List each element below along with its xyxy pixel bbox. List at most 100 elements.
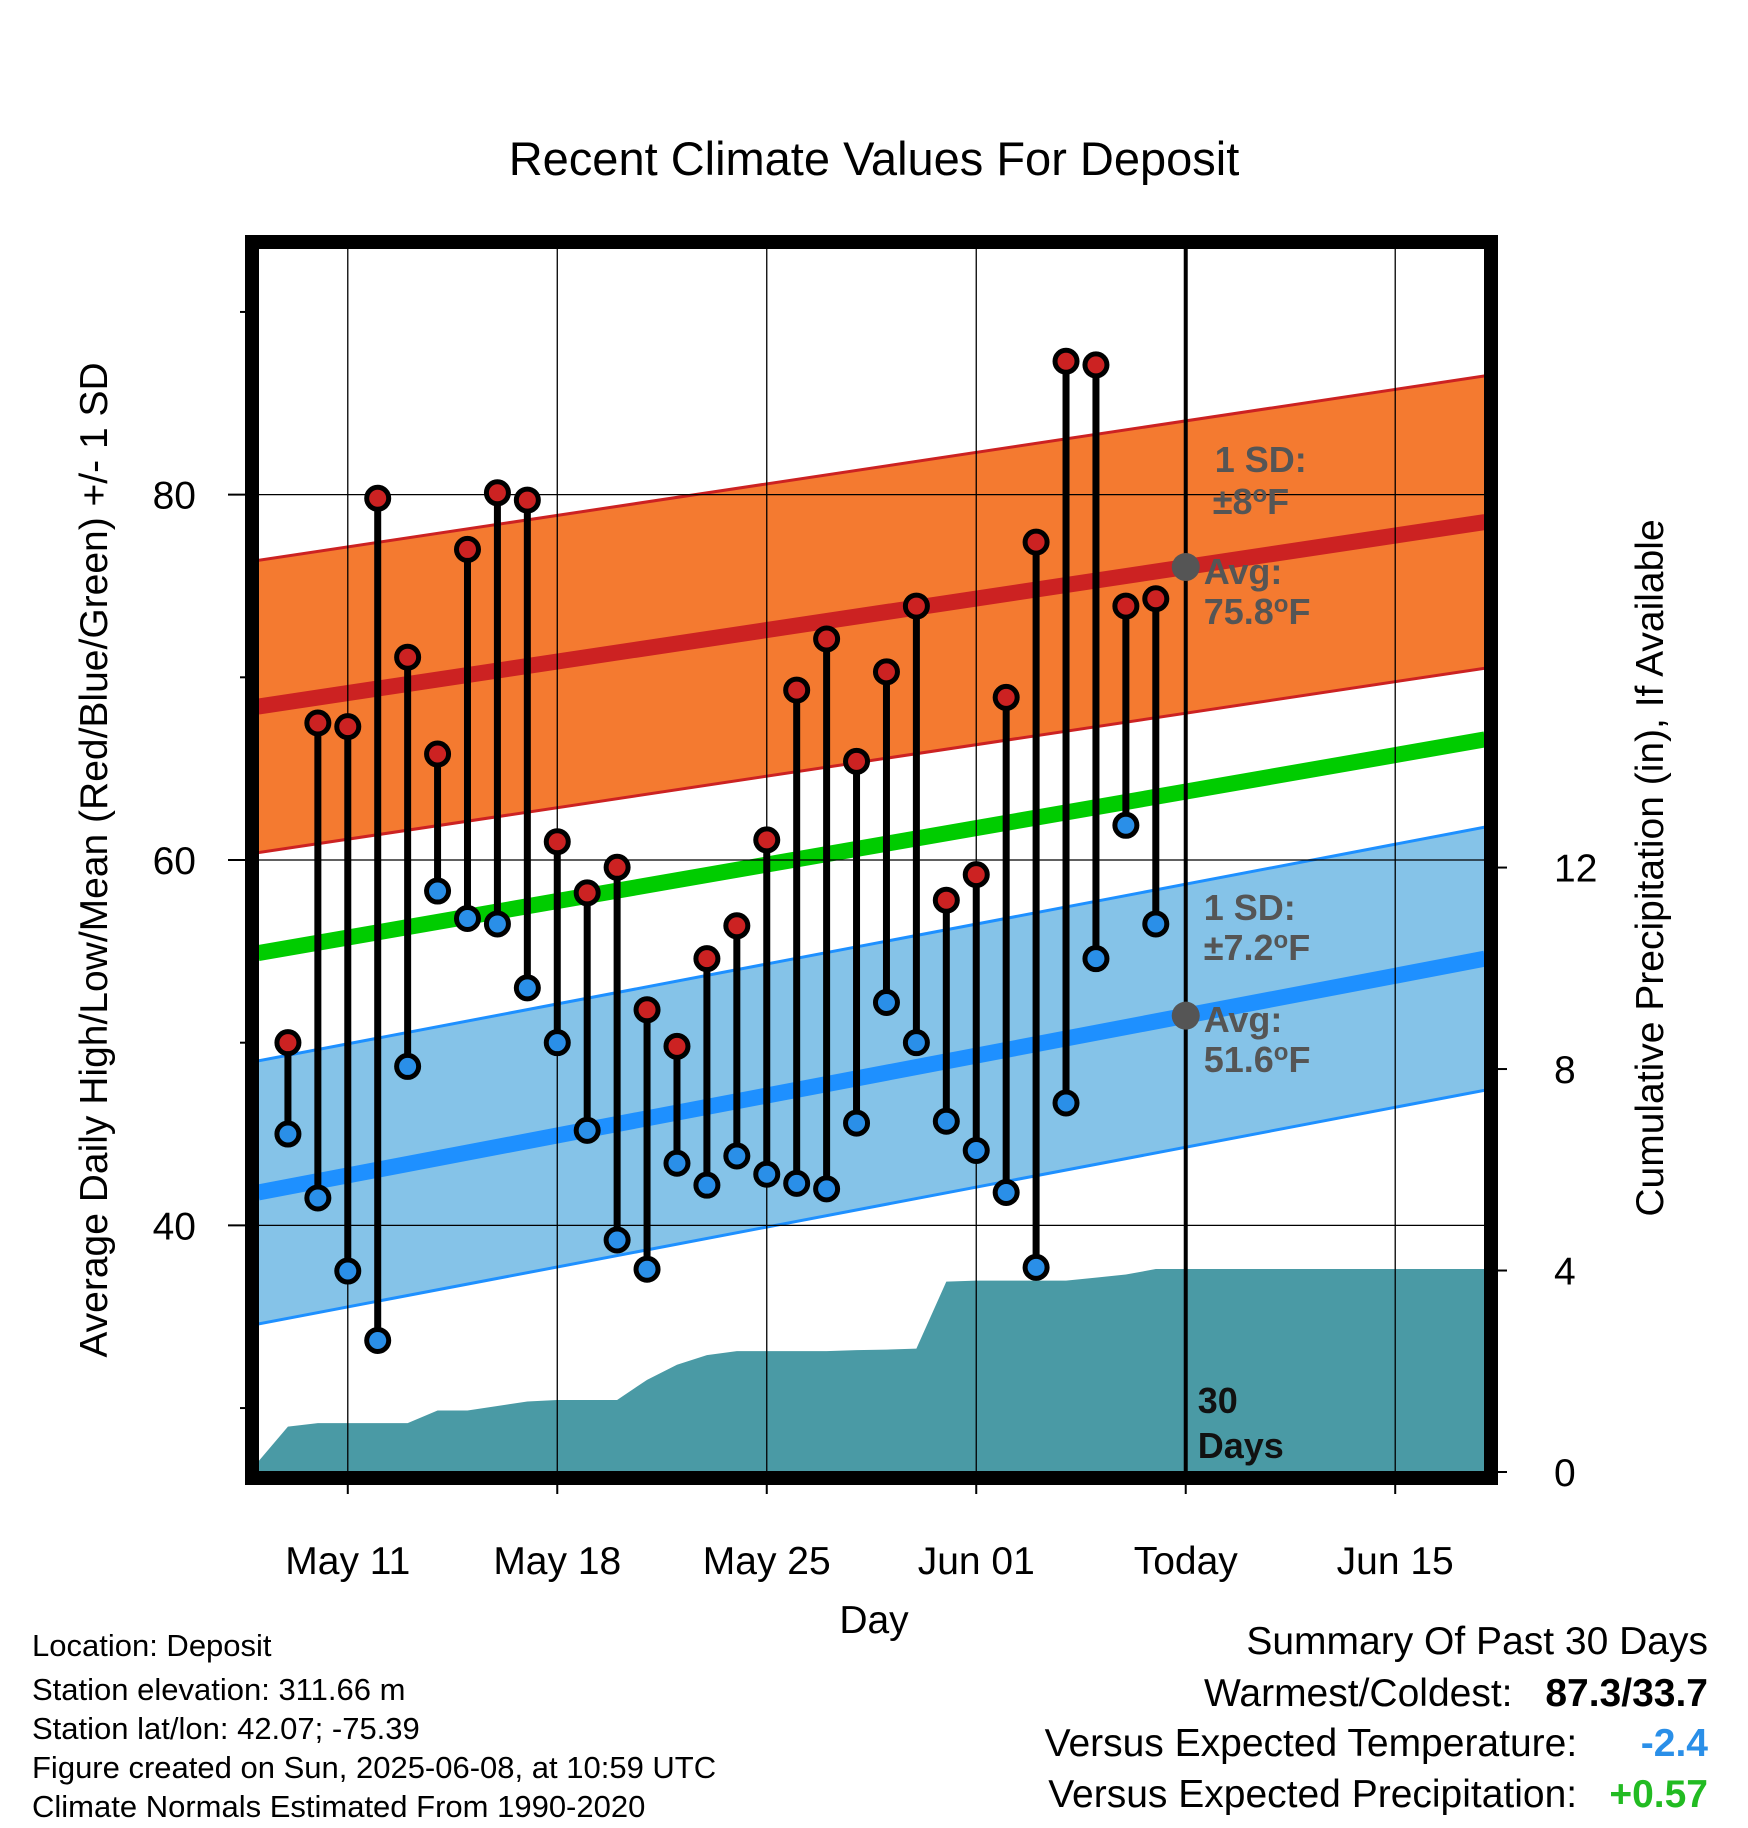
low-marker xyxy=(274,1120,302,1148)
high-marker xyxy=(274,1029,302,1057)
y2-tick-label: 4 xyxy=(1554,1251,1576,1294)
low-marker xyxy=(1022,1253,1050,1281)
high-marker xyxy=(513,486,541,514)
plot-interior xyxy=(258,248,1485,1472)
low-marker xyxy=(1142,910,1170,938)
avg-high-line xyxy=(258,514,1485,715)
summary-temp: Versus Expected Temperature: -2.4 xyxy=(1045,1722,1708,1766)
precip-area xyxy=(258,1269,1485,1472)
low-marker xyxy=(304,1184,332,1212)
low-marker xyxy=(992,1178,1020,1206)
low-marker xyxy=(453,904,481,932)
high-marker xyxy=(1052,347,1080,375)
high-marker xyxy=(783,676,811,704)
temp-label: Versus Expected Temperature: xyxy=(1044,1722,1578,1765)
avg-low-line xyxy=(258,950,1485,1201)
low-sd-band-upper-edge xyxy=(258,825,1485,1063)
low-sd-value: ±7.2oF xyxy=(1204,927,1310,968)
low-marker xyxy=(723,1142,751,1170)
high-marker xyxy=(1112,592,1140,620)
high-marker xyxy=(573,879,601,907)
summary-title: Summary Of Past 30 Days xyxy=(1246,1620,1708,1663)
high-sd-label: 1 SD: xyxy=(1215,439,1307,480)
y-tick-label: 80 xyxy=(153,475,196,518)
low-marker xyxy=(753,1160,781,1188)
high-marker xyxy=(693,945,721,973)
low-marker xyxy=(902,1029,930,1057)
x-tick-label: May 18 xyxy=(493,1540,621,1583)
low-marker xyxy=(693,1171,721,1199)
high-marker xyxy=(872,658,900,686)
high-marker xyxy=(334,713,362,741)
high-marker xyxy=(543,828,571,856)
location-text: Location: Deposit xyxy=(32,1628,272,1663)
high-marker xyxy=(304,709,332,737)
high-marker xyxy=(753,826,781,854)
warm-cold-value: 87.3/33.7 xyxy=(1545,1672,1708,1715)
chart-title: Recent Climate Values For Deposit xyxy=(509,132,1240,185)
high-marker xyxy=(394,643,422,671)
temp-value: -2.4 xyxy=(1640,1722,1708,1765)
low-marker xyxy=(1112,811,1140,839)
days-label-word: Days xyxy=(1198,1425,1284,1466)
y2-tick-label: 12 xyxy=(1554,848,1597,891)
low-marker xyxy=(513,974,541,1002)
high-marker xyxy=(723,912,751,940)
high-marker xyxy=(1142,585,1170,613)
elevation-text: Station elevation: 311.66 m xyxy=(32,1672,406,1707)
warm-cold-label: Warmest/Coldest: xyxy=(1204,1672,1513,1715)
high-marker xyxy=(843,747,871,775)
latlon-text: Station lat/lon: 42.07; -75.39 xyxy=(32,1711,420,1746)
high-marker xyxy=(962,861,990,889)
low-marker xyxy=(1082,945,1110,973)
low-marker xyxy=(663,1149,691,1177)
low-marker xyxy=(633,1255,661,1283)
high-marker xyxy=(992,683,1020,711)
y-axis-label: Average Daily High/Low/Mean (Red/Blue/Gr… xyxy=(73,362,116,1357)
low-avg-label: Avg: xyxy=(1204,999,1283,1040)
x-axis-label: Day xyxy=(839,1599,909,1642)
low-marker xyxy=(603,1226,631,1254)
y2-axis-label: Cumulative Precipitation (in), If Availa… xyxy=(1629,519,1672,1216)
high-marker xyxy=(603,853,631,881)
low-sd-label: 1 SD: xyxy=(1204,887,1296,928)
x-tick-label: May 11 xyxy=(285,1540,410,1583)
high-marker xyxy=(663,1032,691,1060)
today-avg-high-marker xyxy=(1171,553,1200,582)
precip-label: Versus Expected Precipitation: xyxy=(1048,1773,1578,1816)
high-marker xyxy=(932,886,960,914)
high-marker xyxy=(453,535,481,563)
low-marker xyxy=(334,1257,362,1285)
y-tick-label: 60 xyxy=(153,840,196,883)
days-label-number: 30 xyxy=(1198,1380,1238,1421)
high-marker xyxy=(902,592,930,620)
y-tick-label: 40 xyxy=(153,1205,196,1248)
created-text: Figure created on Sun, 2025-06-08, at 10… xyxy=(32,1750,717,1785)
high-marker xyxy=(633,996,661,1024)
high-sd-value: ±8oF xyxy=(1213,481,1289,522)
summary-warm-cold: Warmest/Coldest: 87.3/33.7 xyxy=(1204,1672,1708,1716)
low-marker xyxy=(783,1169,811,1197)
high-marker xyxy=(1022,528,1050,556)
summary-precip: Versus Expected Precipitation: +0.57 xyxy=(1048,1773,1708,1817)
low-marker xyxy=(932,1107,960,1135)
high-sd-band-lower-edge xyxy=(258,666,1485,855)
low-marker xyxy=(483,910,511,938)
low-marker xyxy=(543,1029,571,1057)
high-avg-value: 75.8oF xyxy=(1204,591,1311,632)
low-marker xyxy=(573,1116,601,1144)
low-marker xyxy=(424,877,452,905)
high-marker xyxy=(364,484,392,512)
low-marker xyxy=(364,1326,392,1354)
x-tick-label: Jun 15 xyxy=(1337,1540,1454,1583)
high-marker xyxy=(424,740,452,768)
low-marker xyxy=(813,1175,841,1203)
high-marker xyxy=(813,625,841,653)
precip-value: +0.57 xyxy=(1609,1773,1708,1816)
normals-text: Climate Normals Estimated From 1990-2020 xyxy=(32,1789,646,1824)
high-sd-band-upper-edge xyxy=(258,374,1485,562)
low-marker xyxy=(1052,1089,1080,1117)
y2-tick-label: 0 xyxy=(1554,1452,1576,1495)
high-marker xyxy=(1082,351,1110,379)
